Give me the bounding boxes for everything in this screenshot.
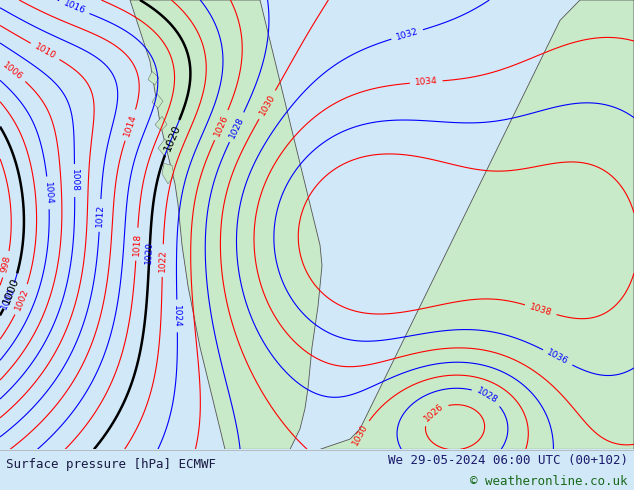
Polygon shape	[158, 139, 170, 155]
Text: 1022: 1022	[158, 249, 167, 272]
Text: 1020: 1020	[145, 241, 155, 264]
Text: 1024: 1024	[172, 304, 182, 327]
Text: 1026: 1026	[422, 401, 445, 423]
Text: 1026: 1026	[212, 113, 230, 137]
Text: 1012: 1012	[95, 204, 105, 227]
Text: 1028: 1028	[475, 386, 499, 406]
Polygon shape	[155, 117, 167, 131]
Text: We 29-05-2024 06:00 UTC (00+102): We 29-05-2024 06:00 UTC (00+102)	[387, 454, 628, 467]
Text: 1020: 1020	[162, 122, 182, 152]
Text: 1008: 1008	[70, 169, 79, 192]
Polygon shape	[162, 163, 174, 184]
Text: 1030: 1030	[257, 93, 277, 117]
Text: 1014: 1014	[122, 113, 138, 137]
Text: 1000: 1000	[0, 286, 17, 311]
Polygon shape	[320, 0, 634, 449]
Text: Surface pressure [hPa] ECMWF: Surface pressure [hPa] ECMWF	[6, 458, 216, 471]
Polygon shape	[152, 94, 163, 108]
Text: © weatheronline.co.uk: © weatheronline.co.uk	[470, 474, 628, 488]
Text: 1028: 1028	[228, 115, 245, 140]
Text: 998: 998	[0, 255, 13, 274]
Text: 1036: 1036	[545, 348, 570, 367]
Text: 1006: 1006	[1, 60, 25, 81]
Text: 1000: 1000	[2, 276, 21, 306]
Text: 1018: 1018	[132, 232, 142, 256]
Text: 1030: 1030	[351, 423, 370, 447]
Text: 1010: 1010	[33, 42, 57, 61]
Text: 1016: 1016	[62, 0, 87, 16]
Text: 1004: 1004	[43, 181, 54, 205]
Text: 1032: 1032	[395, 27, 419, 42]
Text: 1034: 1034	[415, 77, 438, 87]
Polygon shape	[130, 0, 322, 449]
Text: 1002: 1002	[13, 287, 30, 312]
Polygon shape	[148, 72, 159, 85]
Text: 1038: 1038	[528, 302, 553, 318]
